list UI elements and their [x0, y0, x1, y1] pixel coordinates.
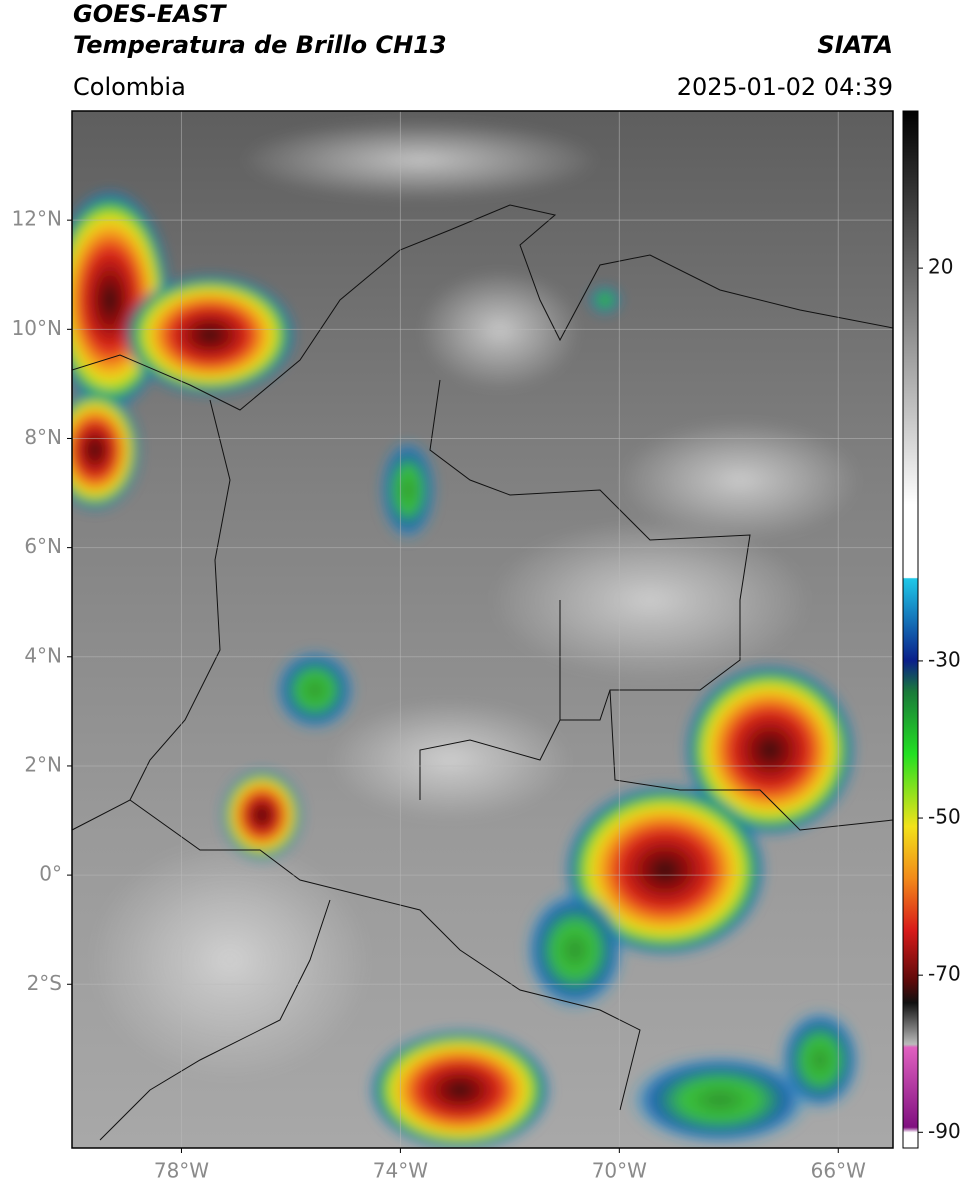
y-tick-label: 4°N [24, 643, 62, 667]
x-tick-label: 66°W [811, 1159, 866, 1183]
colorbar-tick-label: -90 [928, 1119, 961, 1143]
colorbar-tick-label: 20 [928, 255, 953, 279]
y-tick-label: 0° [39, 862, 62, 886]
colorbar-tick-label: -70 [928, 962, 961, 986]
region: Colombia [73, 73, 186, 101]
colorbar [902, 110, 919, 1149]
y-tick-label: 8°N [24, 425, 62, 449]
grid [72, 111, 893, 1148]
colorbar-tick-label: -30 [928, 647, 961, 671]
map-frame [71, 110, 894, 1149]
y-tick-label: 2°S [27, 971, 62, 995]
y-tick-label: 10°N [12, 316, 62, 340]
source: SIATA [817, 31, 893, 59]
y-tick-label: 6°N [24, 534, 62, 558]
x-tick-label: 78°W [154, 1159, 209, 1183]
y-tick-label: 12°N [12, 207, 62, 231]
satellite-image [72, 111, 893, 1148]
colorbar-tick-label: -50 [928, 805, 961, 829]
datetime: 2025-01-02 04:39 [677, 73, 893, 101]
x-tick-label: 74°W [373, 1159, 428, 1183]
title: GOES-EAST [73, 0, 227, 28]
y-tick-label: 2°N [24, 752, 62, 776]
x-tick-label: 70°W [592, 1159, 647, 1183]
subtitle: Temperatura de Brillo CH13 [73, 31, 447, 59]
